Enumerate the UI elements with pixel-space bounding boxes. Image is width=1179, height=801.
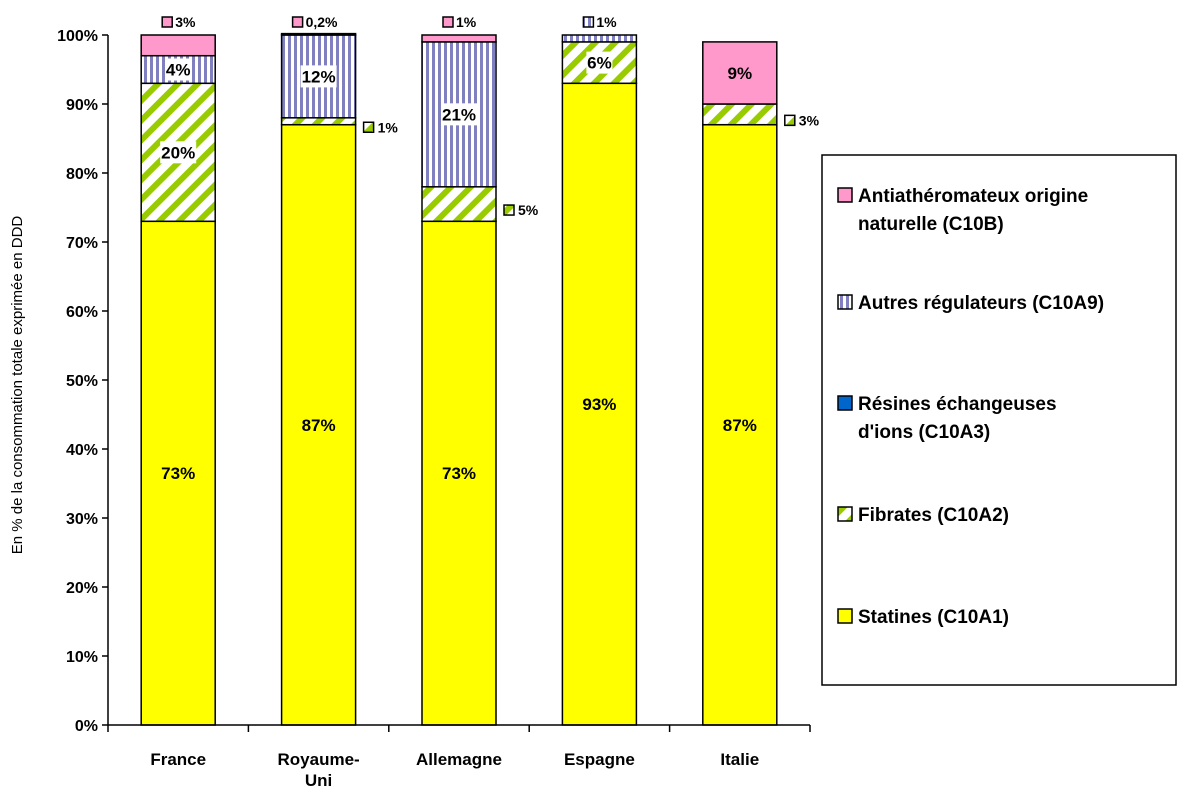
legend-swatch — [837, 395, 853, 411]
legend-label: naturelle (C10B) — [858, 214, 1004, 235]
data-label-key — [362, 121, 375, 133]
legend-label: Statines (C10A1) — [858, 607, 1009, 628]
data-label: 87% — [723, 416, 757, 435]
x-tick-label: Espagne — [564, 750, 635, 769]
data-label: 1% — [456, 14, 477, 30]
bar-segment — [280, 117, 357, 126]
legend-label: d'ions (C10A3) — [858, 422, 990, 443]
data-label: 93% — [582, 395, 616, 414]
bar-segment — [561, 82, 638, 726]
legend-swatch — [837, 294, 853, 310]
data-label-background — [586, 51, 613, 74]
data-label: 1% — [596, 14, 617, 30]
y-tick-label: 50% — [66, 373, 98, 390]
data-label: 1% — [378, 119, 399, 135]
y-tick-label: 80% — [66, 166, 98, 183]
bar-segment — [561, 34, 638, 43]
x-tick-label: France — [150, 750, 206, 769]
bar-segment — [280, 123, 357, 726]
y-tick-label: 0% — [75, 718, 98, 735]
bar-segment — [140, 34, 216, 57]
legend-swatch — [837, 187, 853, 203]
data-label-key — [161, 16, 173, 28]
data-label-background — [165, 58, 192, 81]
bar-segment — [140, 220, 216, 726]
data-label-key — [582, 16, 595, 28]
data-label: 6% — [587, 54, 612, 73]
data-label: 87% — [302, 416, 336, 435]
x-tick-label: Royaume- — [278, 750, 360, 769]
data-label: 0,2% — [306, 14, 338, 30]
data-label: 3% — [799, 112, 820, 128]
data-label: 4% — [166, 61, 191, 80]
data-label: 21% — [442, 105, 476, 124]
data-label: 3% — [175, 14, 196, 30]
bar-segment — [702, 103, 778, 126]
legend-label: Antiathéromateux origine — [858, 186, 1088, 207]
legend-label: Résines échangeuses — [858, 394, 1057, 415]
y-tick-label: 70% — [66, 235, 98, 252]
data-label: 20% — [161, 143, 195, 162]
data-label-key — [503, 204, 515, 216]
bar-segment — [280, 32, 357, 36]
x-tick-label: Italie — [720, 750, 759, 769]
data-label: 5% — [518, 202, 539, 218]
data-label-background — [300, 65, 337, 88]
bar-segment — [702, 41, 778, 105]
data-label: 9% — [728, 64, 753, 83]
data-label-key — [291, 16, 304, 28]
data-label-background — [441, 103, 477, 126]
y-axis-title: En % de la consommation totale exprimée … — [9, 216, 26, 555]
legend-swatch — [837, 506, 853, 522]
bar-segment — [702, 123, 778, 726]
y-tick-label: 40% — [66, 442, 98, 459]
x-tick-label: Uni — [305, 771, 332, 790]
data-label: 73% — [442, 464, 476, 483]
legend-swatch — [837, 608, 853, 624]
data-label-key — [784, 114, 796, 127]
x-tick-label: Allemagne — [416, 750, 502, 769]
y-tick-label: 60% — [66, 304, 98, 321]
legend-box — [821, 154, 1177, 686]
bar-segment — [421, 186, 497, 223]
y-tick-label: 10% — [66, 649, 98, 666]
legend-label: Fibrates (C10A2) — [858, 505, 1009, 526]
data-label: 73% — [161, 464, 195, 483]
data-label-key — [442, 16, 454, 28]
data-label: 12% — [302, 67, 336, 86]
legend-label: Autres régulateurs (C10A9) — [858, 293, 1104, 314]
y-tick-label: 30% — [66, 511, 98, 528]
y-tick-label: 90% — [66, 97, 98, 114]
bar-segment — [421, 34, 497, 43]
data-label-background — [160, 141, 197, 164]
y-tick-label: 100% — [57, 28, 98, 45]
y-tick-label: 20% — [66, 580, 98, 597]
